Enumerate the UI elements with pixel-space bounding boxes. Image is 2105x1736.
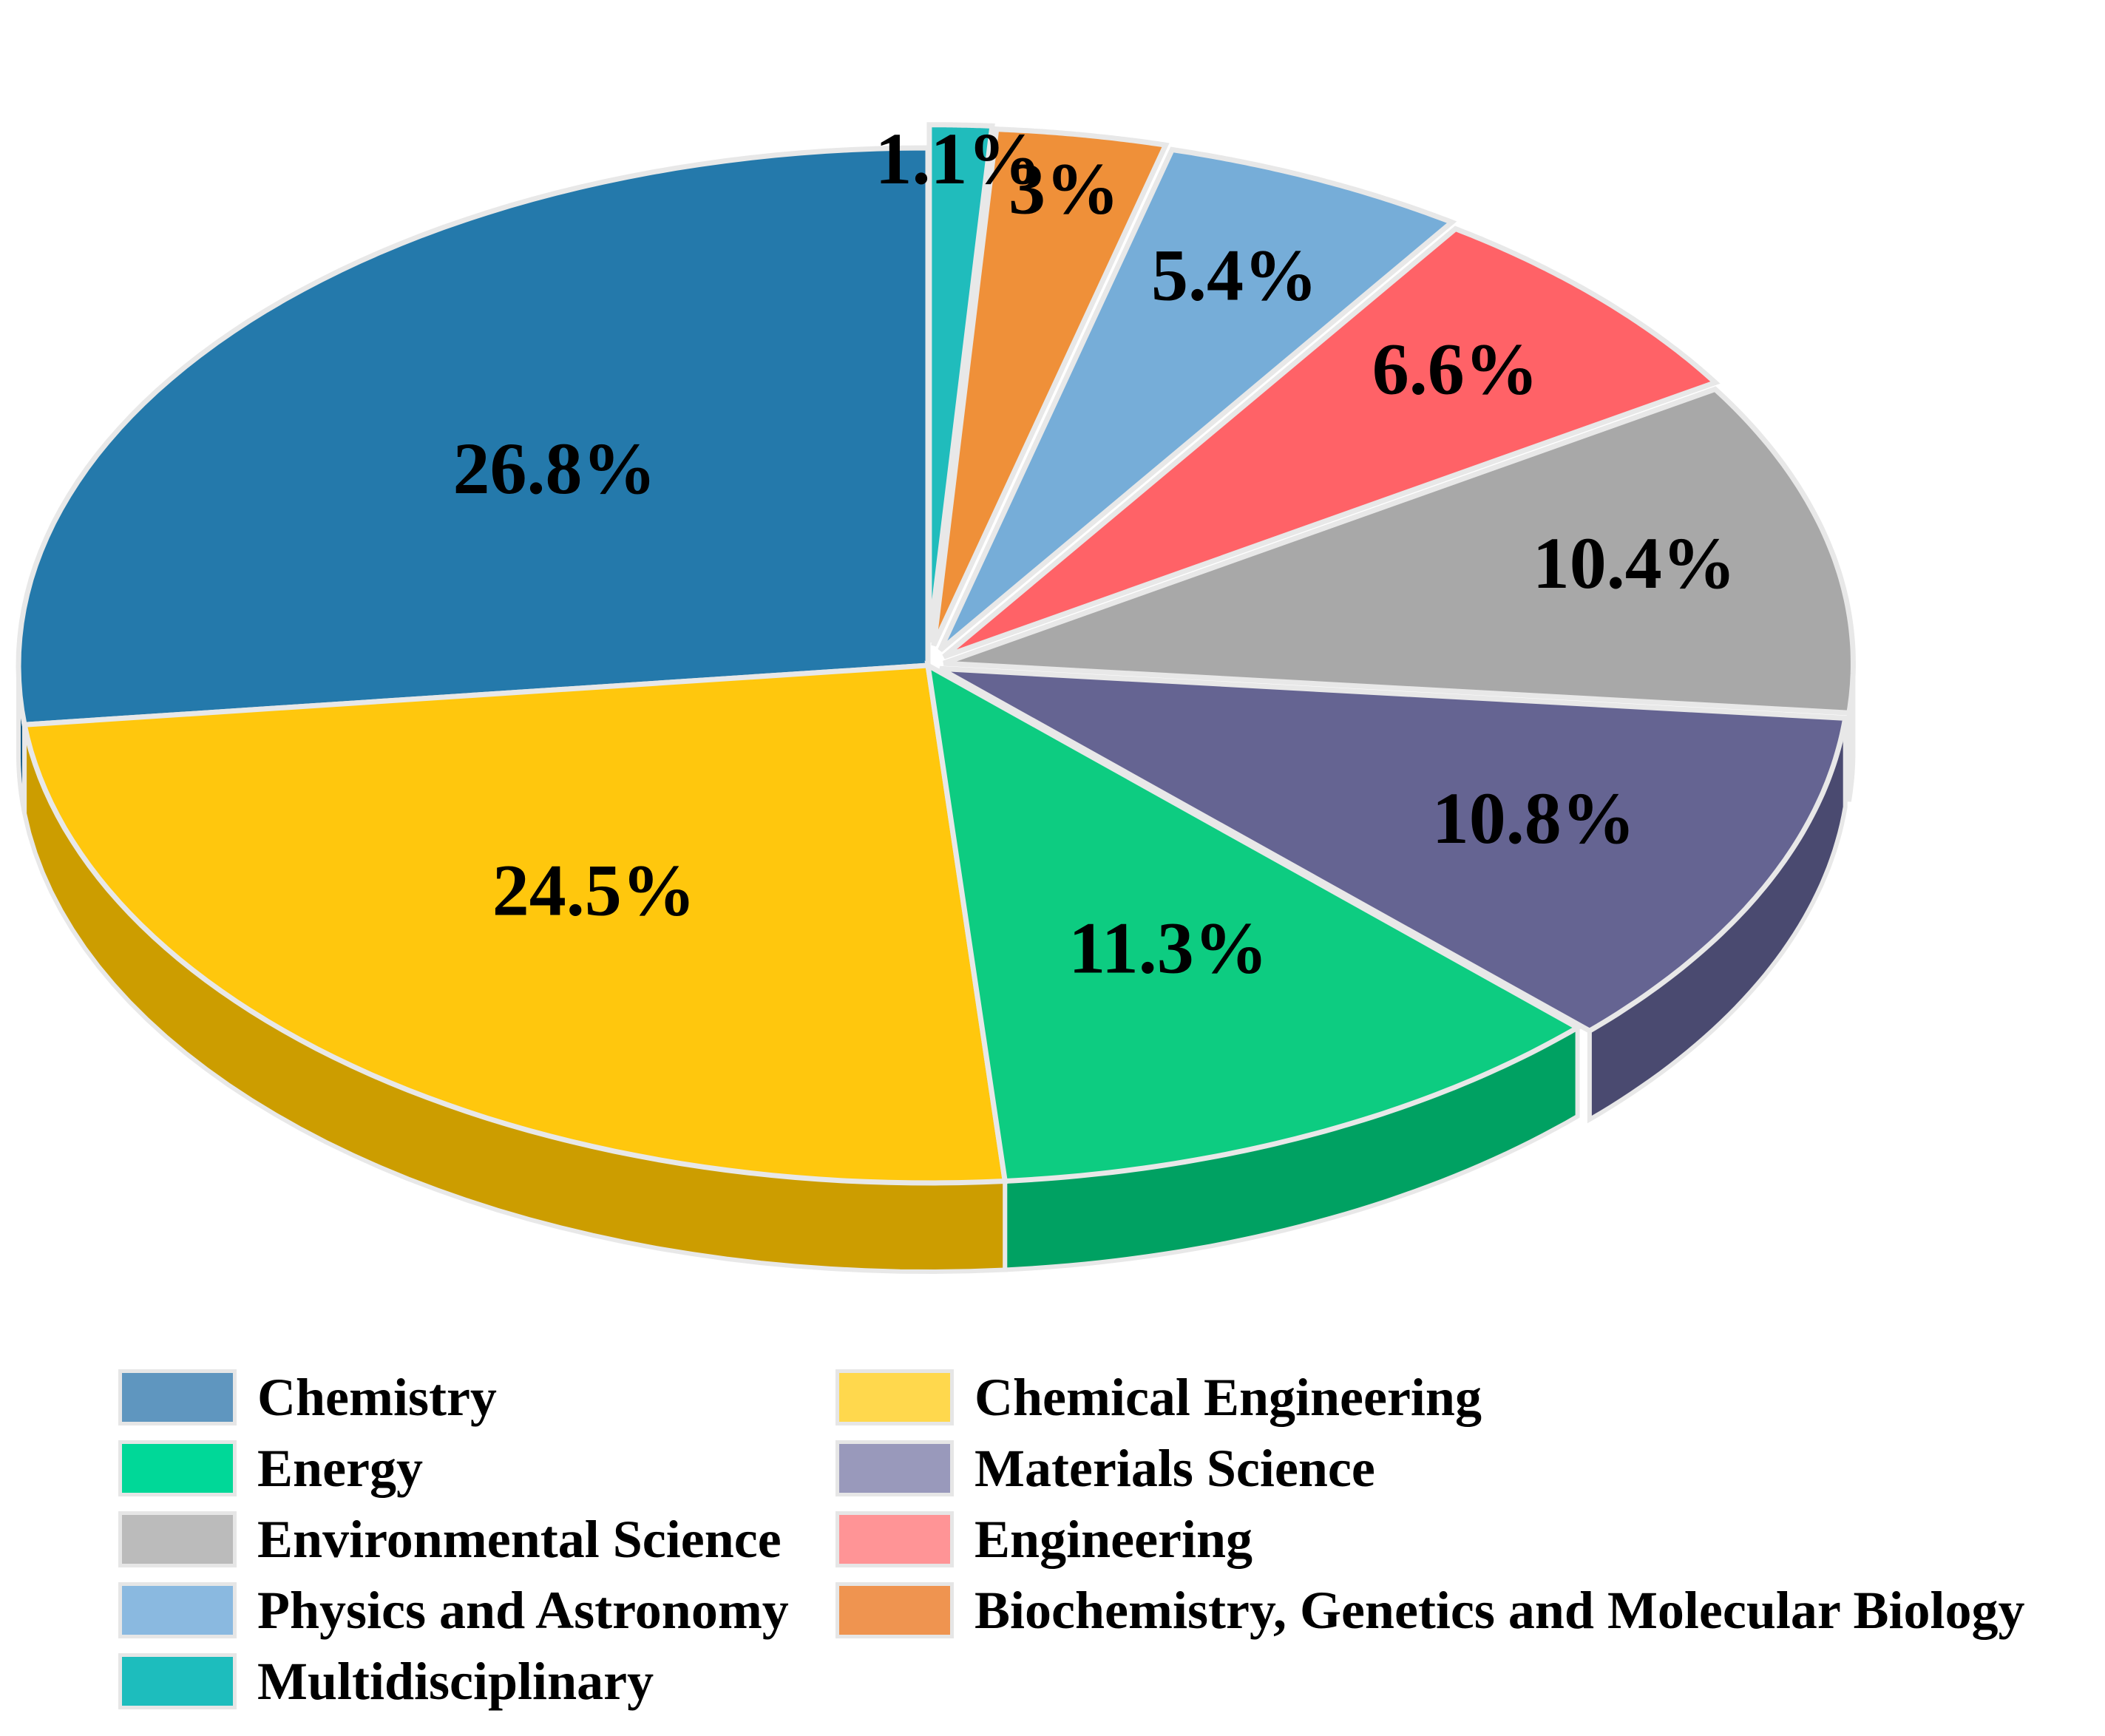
slice-label-energy: 11.3% — [1068, 907, 1267, 989]
legend-item-biochemistry-genetics-and-molecular-biology: Biochemistry, Genetics and Molecular Bio… — [835, 1581, 2025, 1640]
legend-item-chemistry: Chemistry — [118, 1368, 497, 1427]
legend-label: Chemistry — [257, 1367, 497, 1427]
slice-label-chemistry: 26.8% — [453, 427, 657, 509]
legend-item-physics-and-astronomy: Physics and Astronomy — [118, 1581, 789, 1640]
legend-item-materials-science: Materials Science — [835, 1439, 1375, 1498]
legend-item-chemical-engineering: Chemical Engineering — [835, 1368, 1482, 1427]
slice-label-engineering: 6.6% — [1372, 328, 1539, 410]
legend-label: Biochemistry, Genetics and Molecular Bio… — [974, 1580, 2025, 1640]
pie-slice-multidisciplinary — [926, 122, 995, 643]
pie-slice-materials-science — [938, 665, 1848, 1034]
legend-label: Physics and Astronomy — [257, 1580, 789, 1640]
legend-label: Chemical Engineering — [974, 1367, 1482, 1427]
slice-label-biochemistry-genetics-and-molecular-biology: 3% — [1009, 147, 1119, 229]
pie-chart-svg: 26.8% 24.5% 11.3% 10.8% 10.4% 6.6% 5.4% 3%1.1% — [16, 118, 1856, 1275]
slice-label-environmental-science: 10.4% — [1533, 522, 1736, 604]
pie-slice-energy — [924, 660, 1583, 1184]
slice-label-chemical-engineering: 24.5% — [492, 849, 696, 931]
legend-swatch — [118, 1369, 237, 1425]
legend-swatch — [118, 1511, 237, 1567]
pie-slice-physics-and-astronomy — [938, 146, 1457, 652]
legend-swatch — [835, 1369, 954, 1425]
legend-label: Environmental Science — [257, 1509, 782, 1569]
legend-item-environmental-science: Environmental Science — [118, 1510, 782, 1569]
legend-label: Engineering — [974, 1509, 1253, 1569]
legend-swatch — [118, 1653, 237, 1709]
legend-item-engineering: Engineering — [835, 1510, 1253, 1569]
slice-label-materials-science: 10.8% — [1432, 777, 1635, 859]
pie-slice-chemistry — [16, 145, 931, 728]
legend-item-energy: Energy — [118, 1439, 423, 1498]
legend-swatch — [118, 1440, 237, 1496]
legend-item-multidisciplinary: Multidisciplinary — [118, 1652, 654, 1711]
legend-swatch — [835, 1440, 954, 1496]
chart-legend: Chemistry Chemical Engineering Energy Mater… — [118, 1368, 2100, 1715]
legend-swatch — [835, 1582, 954, 1638]
pie-slice-engineering — [942, 226, 1721, 660]
pie-slice-chemical-engineering — [21, 662, 1009, 1186]
slice-label-physics-and-astronomy: 5.4% — [1151, 234, 1318, 316]
legend-swatch — [835, 1511, 954, 1567]
legend-label: Multidisciplinary — [257, 1651, 654, 1711]
legend-label: Materials Science — [974, 1438, 1375, 1498]
legend-label: Energy — [257, 1438, 423, 1498]
slice-label-multidisciplinary: 1.1% — [875, 118, 1042, 200]
legend-swatch — [118, 1582, 237, 1638]
pie-slice-biochemistry-genetics-and-molecular-biology — [931, 126, 1170, 647]
pie-slice-environmental-science — [943, 386, 1856, 716]
